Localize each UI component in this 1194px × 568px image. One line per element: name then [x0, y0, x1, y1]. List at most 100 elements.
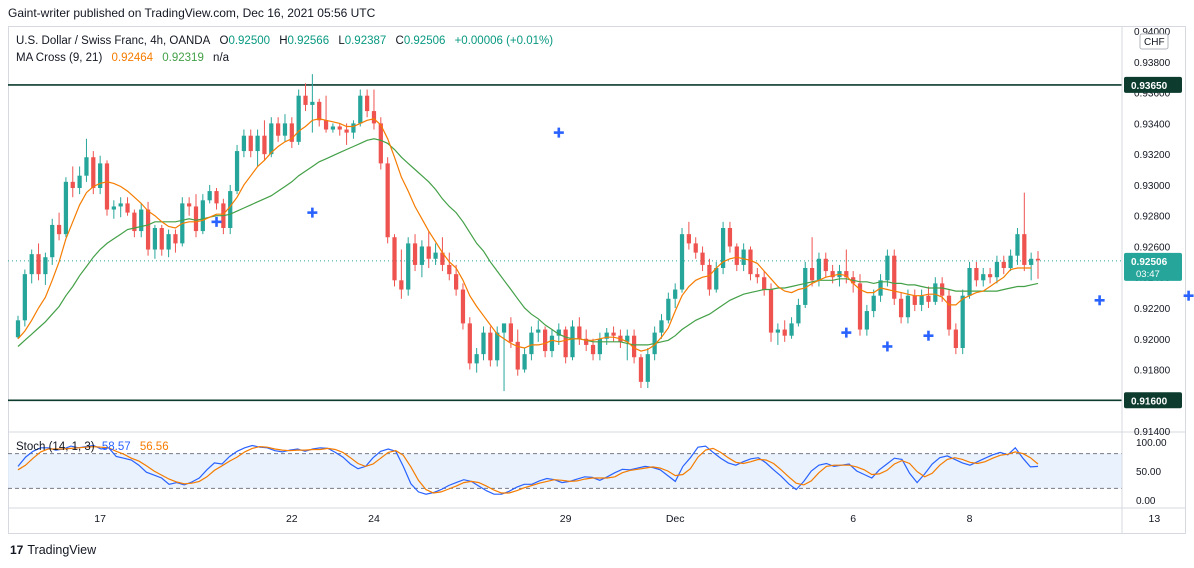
candle-body [56, 224, 62, 235]
candle [467, 317, 472, 370]
candle [522, 348, 527, 373]
candle [549, 329, 555, 358]
candle-body [666, 298, 671, 321]
bar-countdown: 03:47 [1136, 269, 1160, 280]
candle-body [276, 123, 281, 136]
level-price-label: 0.91600 [1131, 396, 1168, 407]
ma-fast-line [17, 118, 1032, 352]
candle-body [77, 175, 82, 188]
candle [385, 157, 390, 244]
time-tick-label: 29 [560, 513, 572, 525]
candle-body [762, 277, 767, 290]
candle [1015, 228, 1020, 265]
candle [529, 326, 534, 361]
candle-body [741, 249, 746, 265]
candle-body [700, 252, 705, 265]
close-value: 0.92506 [403, 35, 446, 47]
candle-body [987, 274, 993, 278]
candle-body [310, 101, 315, 105]
last-price-tag [1124, 252, 1182, 281]
candle [714, 261, 719, 293]
candle-body [323, 120, 329, 130]
candle-body [898, 298, 904, 318]
candle-body [686, 234, 691, 244]
candle-body [371, 111, 377, 124]
candle [262, 120, 267, 161]
candle [77, 166, 82, 195]
footer-brand[interactable]: 17 TradingView [10, 543, 96, 557]
candle [200, 194, 205, 235]
candle [857, 274, 863, 336]
candle-body [967, 268, 972, 296]
candle [460, 283, 466, 330]
candle-body [91, 157, 96, 188]
open-label: O [219, 35, 229, 47]
candle-body [727, 228, 733, 247]
stoch-layer [17, 444, 1039, 495]
candle [577, 317, 582, 345]
candle-body [139, 209, 144, 232]
candle-body [857, 283, 863, 330]
candle-body [755, 274, 760, 278]
candle-body [255, 135, 260, 152]
candle [625, 329, 630, 361]
chart-frame[interactable] [8, 26, 1186, 534]
stoch-d-value: 56.56 [139, 441, 169, 453]
candle-body [720, 228, 726, 268]
candle [570, 320, 575, 361]
candle-body [748, 249, 753, 275]
candle-body [344, 129, 349, 133]
candle-body [84, 157, 89, 176]
candle-body [919, 295, 924, 305]
candle-body [296, 95, 301, 142]
candle [63, 177, 69, 238]
candle-body [673, 289, 678, 299]
candle [187, 197, 192, 216]
candle-body [43, 257, 48, 275]
candle [323, 95, 329, 133]
candle [36, 243, 41, 281]
candle [803, 261, 808, 308]
candle [98, 155, 103, 195]
candle-body [412, 243, 418, 265]
ma-cross-marker [211, 216, 222, 227]
candle-body [214, 191, 219, 204]
candle [104, 160, 110, 216]
price-tick-label: 0.92800 [1134, 212, 1171, 223]
candle [207, 184, 212, 204]
candle-body [905, 295, 911, 318]
candle [563, 326, 568, 364]
candle-body [269, 123, 274, 155]
candle-body [734, 246, 739, 265]
ma-fast-value: 0.92464 [111, 52, 154, 64]
candle [70, 166, 75, 198]
candle-body [974, 268, 979, 281]
candle-body [241, 135, 247, 152]
candle-body [303, 95, 308, 105]
candle-body [460, 289, 466, 324]
candle-body [775, 329, 780, 333]
candle [440, 237, 445, 272]
candle [159, 224, 164, 256]
candle-body [1035, 258, 1041, 261]
candle [310, 74, 315, 133]
candle-body [228, 191, 233, 228]
candle [412, 234, 418, 272]
candle [645, 348, 650, 388]
candle [139, 203, 144, 238]
candle [789, 317, 794, 339]
candle [960, 289, 965, 355]
candle [447, 252, 452, 281]
high-value: 0.92566 [287, 35, 330, 47]
candle [844, 249, 849, 284]
candle [453, 264, 459, 296]
ma-slow-line [17, 138, 1039, 347]
candle-body [1008, 255, 1013, 268]
candle-body [809, 268, 815, 281]
stoch-d-line [17, 445, 1039, 494]
candle-body [577, 326, 582, 339]
candle-body [946, 295, 952, 330]
candle-body [152, 228, 158, 250]
